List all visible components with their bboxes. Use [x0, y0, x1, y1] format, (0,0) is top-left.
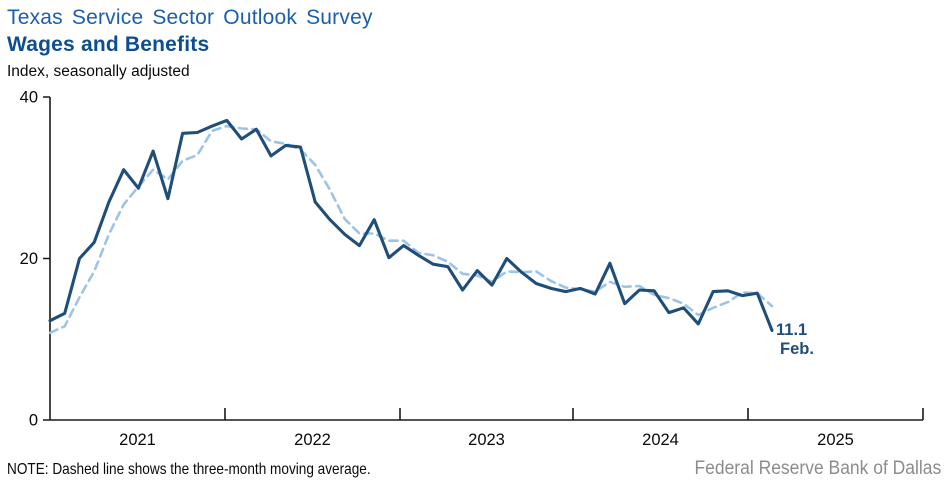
y-tick-label: 0 [29, 412, 38, 430]
y-tick-label: 20 [20, 250, 38, 268]
y-tick-label: 40 [20, 89, 38, 107]
source-attribution: Federal Reserve Bank of Dallas [694, 458, 941, 479]
x-tick-label: 2023 [468, 431, 505, 449]
index-line [48, 118, 774, 332]
chart-title: Texas Service Sector Outlook Survey [7, 6, 373, 29]
axes [43, 96, 924, 421]
last-point-month: Feb. [780, 339, 814, 358]
x-tick-label: 2024 [642, 431, 679, 449]
x-tick-label: 2022 [294, 431, 331, 449]
moving-average-line [48, 124, 774, 335]
last-point-value: 11.1 [776, 321, 808, 339]
x-tick-label: 2021 [119, 431, 156, 449]
chart-header: Texas Service Sector Outlook Survey Wage… [7, 5, 373, 81]
chart-subtitle: Wages and Benefits [7, 33, 210, 56]
x-tick-label: 2025 [817, 431, 854, 449]
footnote: NOTE: Dashed line shows the three-month … [7, 461, 371, 478]
y-axis-unit-label: Index, seasonally adjusted [7, 63, 190, 80]
last-point-label: 11.1 Feb. [776, 321, 814, 358]
